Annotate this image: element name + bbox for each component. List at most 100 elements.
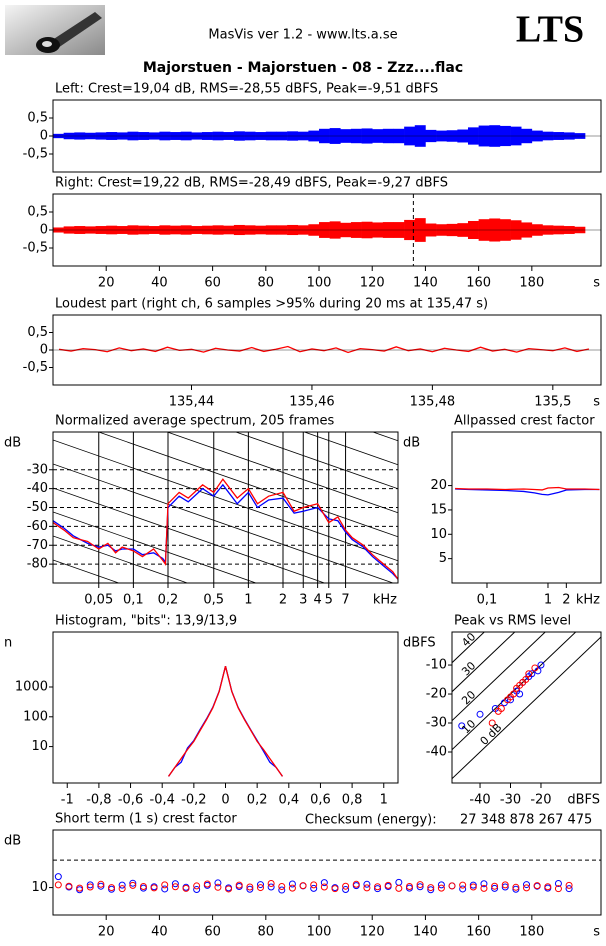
y-tick-label: 0	[40, 129, 48, 144]
slope-line	[53, 559, 120, 583]
x-tick-label: 0	[221, 793, 229, 808]
y-tick-label: -80	[27, 557, 48, 572]
point	[437, 881, 445, 889]
series-line	[53, 483, 398, 580]
y-axis-label: dB	[4, 436, 21, 451]
app-name: MasVis ver 1.2 - www.lts.a.se	[208, 28, 397, 43]
x-tick-label: 3	[299, 593, 307, 608]
x-tick-label: 140	[413, 925, 438, 940]
point	[214, 879, 222, 887]
point	[554, 879, 562, 887]
point	[427, 886, 435, 894]
point	[129, 881, 137, 889]
point	[469, 883, 477, 891]
y-tick-label: 20	[430, 478, 447, 493]
slope-line	[53, 439, 398, 562]
point	[374, 885, 382, 893]
point	[507, 696, 515, 704]
slope-line	[53, 535, 189, 583]
point	[310, 884, 318, 892]
slope-line	[166, 432, 398, 514]
point	[182, 884, 190, 892]
x-tick-label: 120	[360, 925, 385, 940]
y-axis-label: n	[4, 636, 12, 651]
point	[384, 881, 392, 889]
point	[458, 722, 466, 730]
panel-title: Histogram, "bits": 13,9/13,9	[55, 614, 237, 629]
point	[565, 881, 573, 889]
point	[54, 873, 62, 881]
point	[150, 884, 158, 892]
x-tick-label: 1	[244, 593, 252, 608]
x-tick-label: 0,8	[342, 793, 363, 808]
point	[161, 885, 169, 893]
point	[288, 884, 296, 892]
series-line	[53, 478, 398, 580]
point	[214, 883, 222, 891]
x-axis-label: kHz	[373, 593, 397, 608]
y-tick-label: -20	[426, 687, 447, 702]
plot-frame	[52, 314, 602, 386]
point	[267, 879, 275, 887]
y-tick-label: -70	[27, 538, 48, 553]
plot-frame	[52, 193, 602, 267]
point	[523, 884, 531, 892]
plot-area	[53, 345, 601, 354]
point	[544, 883, 552, 891]
point	[54, 881, 62, 889]
checksum-label: Checksum (energy):	[305, 813, 437, 828]
point	[512, 885, 520, 893]
point	[554, 885, 562, 893]
crest-line-label: 10	[459, 717, 478, 736]
point	[459, 885, 467, 893]
y-tick-label: -0,5	[23, 147, 48, 162]
point	[331, 885, 339, 893]
x-tick-label: -0,2	[181, 793, 206, 808]
point	[299, 882, 307, 890]
series-line	[455, 488, 600, 496]
point	[171, 883, 179, 891]
point	[531, 664, 539, 672]
x-tick-label: 0,4	[278, 793, 299, 808]
point	[522, 676, 530, 684]
y-tick-label: 10	[430, 527, 447, 542]
plot-area	[53, 218, 601, 242]
point	[171, 880, 179, 888]
point	[352, 880, 360, 888]
x-tick-label: -20	[530, 793, 551, 808]
plot-area	[452, 632, 601, 780]
point	[533, 882, 541, 890]
x-tick-label: -0,4	[150, 793, 175, 808]
point	[469, 881, 477, 889]
point	[510, 690, 518, 698]
x-tick-label: 20	[98, 276, 115, 291]
point	[565, 885, 573, 893]
series-line	[58, 345, 590, 354]
x-tick-label: 135,5	[534, 395, 571, 410]
point	[342, 886, 350, 893]
x-tick-label: 20	[98, 925, 115, 940]
panel-title: Loudest part (right ch, 6 samples >95% d…	[55, 297, 488, 312]
point	[76, 884, 84, 892]
panel-title: Short term (1 s) crest factor	[55, 812, 237, 827]
point	[488, 719, 496, 727]
point	[459, 881, 467, 889]
x-tick-label: 135,46	[289, 395, 335, 410]
point	[528, 670, 536, 678]
point	[363, 880, 371, 888]
point	[476, 710, 484, 718]
point	[193, 882, 201, 890]
y-tick-label: 100	[23, 709, 48, 724]
x-tick-label: 180	[519, 925, 544, 940]
x-axis-label: s	[593, 276, 600, 291]
point	[501, 881, 509, 889]
y-axis-label: dB	[403, 436, 420, 451]
point	[395, 884, 403, 892]
point	[86, 881, 94, 889]
x-tick-label: 1	[380, 793, 388, 808]
x-tick-label: 2	[279, 593, 287, 608]
x-tick-label: 2	[562, 593, 570, 608]
y-tick-label: -30	[27, 462, 48, 477]
plot-area	[54, 873, 573, 894]
plot-frame	[52, 99, 602, 173]
